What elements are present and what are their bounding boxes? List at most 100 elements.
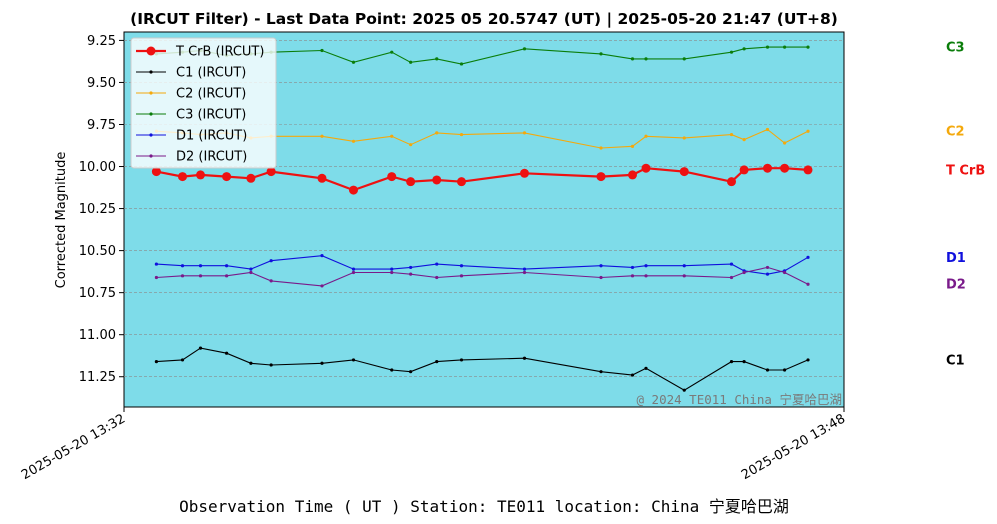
- data-point: [225, 264, 229, 268]
- legend-entry: D2 (IRCUT): [176, 150, 247, 165]
- data-point: [225, 274, 229, 278]
- y-tick-label: 9.75: [87, 118, 116, 133]
- data-point: [630, 144, 635, 148]
- y-tick-label: 9.50: [87, 76, 116, 91]
- series-line: [156, 347, 809, 391]
- data-point: [269, 259, 273, 263]
- x-tick-label: 2025-05-20 13:32: [19, 411, 128, 483]
- data-point: [459, 264, 464, 268]
- data-point: [269, 363, 273, 367]
- data-point: [320, 48, 324, 53]
- data-point: [349, 185, 358, 195]
- data-point: [742, 270, 746, 275]
- data-point: [729, 275, 734, 280]
- data-point: [630, 274, 635, 278]
- y-tick-label: 11.25: [79, 370, 116, 385]
- right-label-c3: C3: [946, 41, 965, 56]
- data-point: [435, 262, 439, 266]
- data-point: [599, 264, 603, 268]
- y-tick-label: 10.75: [79, 286, 116, 301]
- data-point: [225, 351, 229, 355]
- right-label-t-crb: T CrB: [946, 163, 985, 178]
- series-line: [156, 255, 809, 275]
- y-axis: 9.25 9.50 9.75 10.00 10.25 10.50 10.75 11.00 11.…: [79, 34, 124, 385]
- data-point: [729, 132, 734, 137]
- data-point: [765, 265, 770, 270]
- data-point: [457, 177, 466, 187]
- data-point: [803, 165, 813, 175]
- data-point: [644, 274, 648, 278]
- y-tick-label: 11.00: [79, 328, 116, 343]
- legend-marker: [149, 70, 153, 74]
- data-point: [763, 163, 772, 173]
- data-point: [783, 368, 787, 372]
- data-point: [249, 361, 253, 365]
- data-point: [151, 167, 161, 177]
- data-point: [628, 170, 637, 180]
- y-tick-label: 9.25: [87, 34, 116, 49]
- legend-box: [130, 37, 277, 169]
- data-point: [599, 52, 603, 56]
- data-point: [390, 50, 394, 54]
- data-point: [644, 264, 648, 268]
- data-point: [246, 173, 256, 183]
- right-label-d2: D2: [946, 278, 966, 293]
- data-point: [459, 358, 464, 362]
- data-point: [729, 262, 734, 266]
- data-point: [682, 57, 686, 61]
- data-point: [522, 47, 527, 51]
- data-point: [180, 358, 185, 362]
- data-point: [351, 60, 356, 64]
- data-point: [249, 267, 253, 271]
- data-point: [409, 370, 413, 374]
- data-point: [266, 167, 276, 177]
- legend: T CrB (IRCUT) C1 (IRCUT) C2 (IRCUT) C3 (IRC…: [130, 37, 277, 169]
- data-point: [198, 346, 203, 350]
- data-point: [729, 359, 734, 364]
- data-point: [806, 255, 810, 259]
- data-point: [765, 368, 770, 372]
- data-point: [320, 134, 324, 138]
- legend-marker: [149, 91, 153, 95]
- data-point: [806, 45, 810, 49]
- y-tick-label: 10.50: [79, 244, 116, 259]
- data-point: [459, 274, 464, 278]
- data-point: [351, 139, 356, 143]
- y-tick-label: 10.00: [79, 160, 116, 175]
- data-point: [742, 138, 746, 142]
- data-point: [198, 264, 203, 268]
- x-axis: 2025-05-20 13:32 2025-05-20 13:48: [19, 407, 848, 483]
- data-point: [682, 274, 686, 278]
- data-point: [522, 270, 527, 275]
- data-point: [390, 267, 394, 271]
- data-point: [783, 270, 787, 275]
- data-point: [596, 172, 606, 182]
- data-point: [765, 272, 770, 276]
- data-point: [742, 47, 746, 51]
- data-point: [390, 270, 394, 275]
- legend-entry: C1 (IRCUT): [176, 66, 246, 81]
- legend-marker: [149, 112, 153, 116]
- data-point: [780, 163, 790, 173]
- data-point: [682, 264, 686, 268]
- data-point: [599, 146, 603, 150]
- data-point: [806, 282, 810, 286]
- x-tick-label: 2025-05-20 13:48: [739, 411, 848, 483]
- data-point: [644, 366, 648, 370]
- series-line: [156, 167, 809, 192]
- data-point: [390, 134, 394, 138]
- watermark-text: @ 2024 TE011 China 宁夏哈巴湖: [637, 392, 843, 407]
- right-side-labels: T CrB C1 C2 C3 D1 D2: [946, 41, 985, 369]
- data-point: [180, 274, 185, 278]
- legend-marker: [146, 46, 156, 56]
- data-point: [641, 163, 651, 173]
- data-point: [178, 172, 187, 182]
- right-label-d1: D1: [946, 251, 966, 266]
- data-point: [432, 175, 442, 185]
- data-point: [249, 270, 253, 275]
- data-point: [522, 131, 527, 135]
- data-point: [387, 172, 397, 182]
- data-point: [406, 177, 416, 187]
- data-point: [644, 134, 648, 138]
